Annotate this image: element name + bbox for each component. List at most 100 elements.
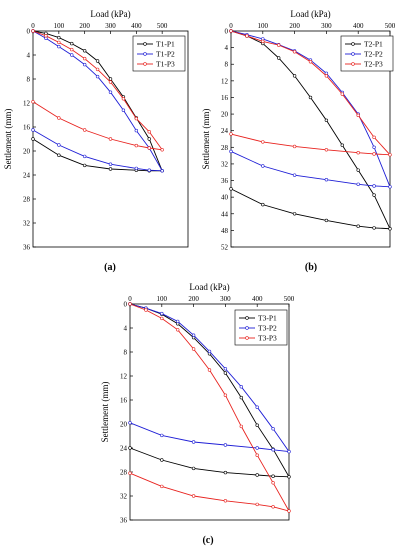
data-point <box>108 77 113 81</box>
data-point <box>82 62 87 67</box>
legend-marker <box>351 52 355 56</box>
legend-entry: T1-P3 <box>156 60 175 69</box>
data-point <box>31 128 35 132</box>
data-point <box>255 453 259 457</box>
data-point <box>324 74 329 78</box>
data-point <box>261 39 265 44</box>
data-point <box>128 302 132 306</box>
x-tick-label: 100 <box>258 22 269 30</box>
data-point <box>255 502 259 507</box>
data-point <box>223 499 228 503</box>
data-point <box>324 118 329 123</box>
data-point <box>356 224 360 228</box>
chart-panel-2: 0 100 200 300 400 500048121620242832364044485… <box>201 9 396 273</box>
y-axis-title: Settlement (mm) <box>201 109 211 170</box>
data-point <box>255 423 259 427</box>
data-point <box>95 74 100 79</box>
data-point <box>356 168 360 172</box>
data-point <box>176 319 180 324</box>
x-tick-label: 500 <box>157 22 168 30</box>
x-tick-label: 200 <box>79 22 90 30</box>
y-tick-label: 44 <box>221 210 229 218</box>
data-point <box>245 34 249 38</box>
data-point <box>292 74 297 78</box>
data-point <box>207 349 212 354</box>
series-T2-P3 <box>229 29 392 157</box>
y-tick-label: 36 <box>221 177 229 185</box>
y-tick-label: 32 <box>221 160 229 168</box>
data-point <box>44 34 48 38</box>
data-point <box>147 137 151 141</box>
y-tick-label: 24 <box>221 127 229 135</box>
data-point <box>287 509 291 513</box>
data-point <box>134 143 139 148</box>
legend-entry: T2-P3 <box>364 60 383 69</box>
x-tick-label: 0 <box>128 295 132 303</box>
data-point <box>223 443 228 447</box>
data-point <box>356 113 360 118</box>
data-point <box>356 151 360 155</box>
data-point <box>82 56 87 61</box>
legend-box <box>234 309 288 346</box>
data-point <box>134 116 139 121</box>
legend-marker <box>351 62 355 66</box>
data-point <box>239 395 244 400</box>
y-tick-label: 16 <box>23 124 31 132</box>
data-point <box>372 184 376 188</box>
legend-box <box>132 35 186 72</box>
data-point <box>255 473 259 477</box>
data-point <box>239 424 244 429</box>
data-point <box>121 108 126 112</box>
data-point <box>82 163 87 168</box>
data-point <box>324 178 329 182</box>
x-tick-label: 200 <box>289 22 300 30</box>
data-point <box>255 405 259 409</box>
data-point <box>70 47 74 52</box>
x-axis-title: Load (kPa) <box>290 9 330 19</box>
y-tick-label: 48 <box>221 227 229 235</box>
data-point <box>308 60 313 64</box>
x-tick-label: 500 <box>284 295 295 303</box>
data-point <box>271 481 275 485</box>
y-tick-label: 32 <box>120 493 128 501</box>
chart-panel-1: 0 100 200 300 400 500 0 4 8 12 16 20 24 28 32 36 Load (k… <box>3 9 189 273</box>
y-tick-label: 16 <box>120 397 128 405</box>
data-point <box>271 448 275 452</box>
data-point <box>292 50 297 54</box>
y-tick-label: 4 <box>27 52 31 60</box>
data-point <box>324 218 329 223</box>
plot-frame <box>129 303 290 521</box>
data-point <box>128 471 132 475</box>
x-tick-label: 400 <box>131 22 142 30</box>
data-point <box>121 97 126 101</box>
legend-marker <box>245 316 249 320</box>
data-point <box>31 100 35 104</box>
data-point <box>160 148 164 152</box>
series-T2-P1 <box>229 29 392 231</box>
y-axis-title: Settlement (mm) <box>100 382 110 443</box>
y-tick-label: 40 <box>221 194 229 202</box>
data-point <box>223 393 228 397</box>
data-point <box>82 49 87 53</box>
y-tick-label: 16 <box>221 94 229 102</box>
legend-marker <box>143 42 147 46</box>
panel-label: (c) <box>202 535 213 546</box>
data-point <box>255 446 259 450</box>
legend-marker <box>143 62 147 66</box>
x-tick-label: 300 <box>321 22 332 30</box>
data-point <box>372 145 376 150</box>
data-point <box>70 41 74 46</box>
panel-label: (b) <box>305 262 317 273</box>
data-point <box>229 187 233 191</box>
legend-entry: T3-P1 <box>258 314 277 323</box>
y-tick-label: 20 <box>120 421 128 429</box>
y-tick-label: 32 <box>23 220 31 228</box>
x-tick-label: 0 <box>229 22 233 30</box>
x-tick-label: 500 <box>385 22 396 30</box>
data-point <box>191 333 196 337</box>
y-tick-label: 12 <box>221 77 229 85</box>
data-point <box>191 440 196 444</box>
